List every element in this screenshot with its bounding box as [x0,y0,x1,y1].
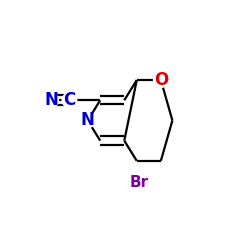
Circle shape [80,113,95,128]
Text: N: N [81,112,95,130]
Circle shape [154,73,168,87]
Text: Br: Br [129,174,148,190]
Text: N: N [44,91,58,109]
Circle shape [44,93,59,108]
Text: O: O [154,71,168,89]
Circle shape [132,175,146,190]
Text: C: C [63,91,76,109]
Circle shape [62,93,77,108]
